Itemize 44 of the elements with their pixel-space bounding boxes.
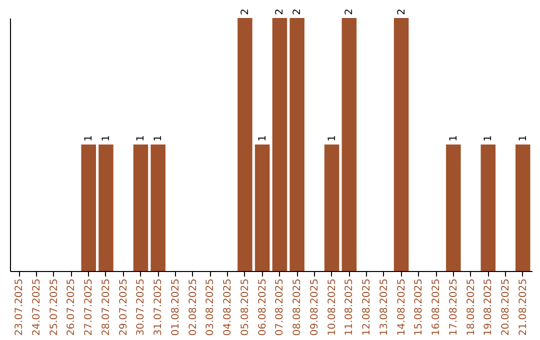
x-tick-label: 20.08.2025: [500, 278, 512, 336]
x-tick-label: 05.08.2025: [240, 278, 251, 336]
x-tick-label: 29.07.2025: [118, 278, 130, 336]
data-label: 1: [136, 135, 147, 142]
x-tick-label: 17.08.2025: [448, 278, 460, 336]
x-tick-label: 08.08.2025: [292, 278, 304, 336]
data-label: 1: [518, 135, 529, 142]
x-tick-label: 04.08.2025: [222, 278, 234, 336]
data-label: 2: [240, 8, 251, 15]
x-tick-label: 16.08.2025: [431, 278, 442, 336]
x-tick-label: 12.08.2025: [362, 278, 373, 336]
data-label: 2: [274, 8, 286, 15]
data-label: 2: [396, 8, 408, 15]
x-tick-label: 09.08.2025: [309, 278, 320, 336]
x-tick-label: 27.07.2025: [84, 278, 95, 336]
x-tick-label: 21.08.2025: [518, 278, 529, 336]
x-tick-label: 18.08.2025: [466, 278, 477, 336]
x-tick-label: 23.07.2025: [14, 278, 26, 336]
x-tick-label: 10.08.2025: [326, 278, 338, 336]
x-tick-label: 01.08.2025: [170, 278, 182, 336]
x-tick-label: 25.07.2025: [48, 278, 60, 336]
x-tick-label: 07.08.2025: [274, 278, 286, 336]
data-label: 1: [100, 135, 112, 142]
x-tick-label: 28.07.2025: [100, 278, 112, 336]
data-label: 1: [448, 135, 460, 142]
data-label: 1: [84, 135, 95, 142]
x-tick-label: 02.08.2025: [188, 278, 199, 336]
x-tick-label: 30.07.2025: [136, 278, 147, 336]
x-tick-label: 13.08.2025: [378, 278, 390, 336]
data-label: 1: [483, 135, 494, 142]
x-tick-label: 11.08.2025: [344, 278, 356, 336]
x-tick-label: 19.08.2025: [483, 278, 494, 336]
x-tick-label: 31.07.2025: [153, 278, 164, 336]
data-label: 2: [292, 8, 304, 15]
x-tick-label: 03.08.2025: [205, 278, 216, 336]
x-tick-label: 06.08.2025: [257, 278, 268, 336]
data-label: 1: [257, 135, 268, 142]
data-label: 2: [344, 8, 356, 15]
x-tick-label: 15.08.2025: [414, 278, 425, 336]
x-tick-label: 24.07.2025: [31, 278, 42, 336]
x-tick-label: 14.08.2025: [396, 278, 408, 336]
x-tick-label: 26.07.2025: [66, 278, 78, 336]
data-label: 1: [326, 135, 338, 142]
data-label: 1: [153, 135, 164, 142]
